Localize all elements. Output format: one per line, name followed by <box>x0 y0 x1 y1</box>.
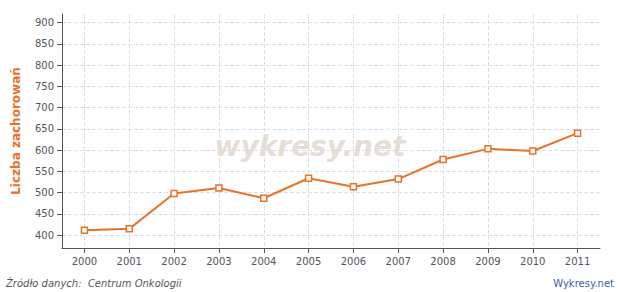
svg-text:650: 650 <box>35 123 54 134</box>
svg-text:2003: 2003 <box>206 256 231 267</box>
svg-text:2004: 2004 <box>251 256 276 267</box>
svg-text:850: 850 <box>35 38 54 49</box>
svg-text:450: 450 <box>35 208 54 219</box>
svg-text:2007: 2007 <box>386 256 411 267</box>
svg-text:2005: 2005 <box>296 256 321 267</box>
svg-text:2002: 2002 <box>161 256 186 267</box>
svg-text:550: 550 <box>35 166 54 177</box>
svg-text:2009: 2009 <box>475 256 500 267</box>
svg-text:wykresy.net: wykresy.net <box>215 130 407 163</box>
svg-text:400: 400 <box>35 230 54 241</box>
svg-text:2008: 2008 <box>430 256 455 267</box>
svg-text:2011: 2011 <box>565 256 590 267</box>
svg-text:900: 900 <box>35 17 54 28</box>
svg-text:Liczba zachorowań: Liczba zachorowań <box>9 67 23 195</box>
svg-text:750: 750 <box>35 81 54 92</box>
svg-text:700: 700 <box>35 102 54 113</box>
svg-text:500: 500 <box>35 187 54 198</box>
svg-text:2010: 2010 <box>520 256 545 267</box>
svg-text:Wykresy.net: Wykresy.net <box>553 278 614 289</box>
svg-text:Źródło danych: Centrum Onkolo: Źródło danych: Centrum Onkologii <box>5 277 182 289</box>
svg-text:2006: 2006 <box>341 256 366 267</box>
svg-text:2000: 2000 <box>72 256 97 267</box>
svg-text:2001: 2001 <box>117 256 142 267</box>
svg-text:600: 600 <box>35 145 54 156</box>
svg-text:800: 800 <box>35 60 54 71</box>
